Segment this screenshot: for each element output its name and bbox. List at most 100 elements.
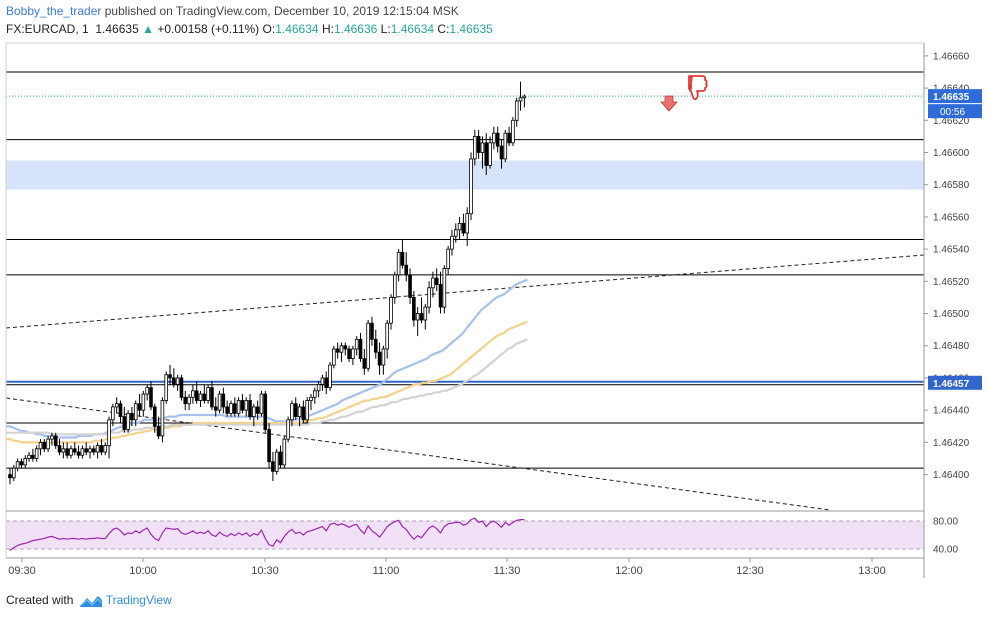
candle-body [271, 461, 275, 472]
candle-body [118, 403, 123, 418]
candle-body [72, 448, 77, 453]
candle-body [469, 158, 473, 215]
candle-body [503, 132, 508, 160]
candle-body [95, 445, 100, 453]
candle-body [84, 448, 89, 453]
candle-body [187, 396, 191, 405]
time-tick-label: 13:00 [858, 565, 886, 577]
candle-body [252, 406, 256, 417]
candle-body [312, 390, 317, 398]
symbol-label: FX:EURCAD, 1 [6, 22, 89, 36]
candle-body [221, 393, 226, 408]
candle-body [236, 400, 241, 414]
candle-body [61, 448, 66, 453]
rsi-tick-label: 40.00 [933, 545, 958, 556]
candle-body [50, 435, 54, 440]
time-tick-label: 11:30 [494, 565, 521, 577]
candle-body [457, 222, 462, 231]
candle-body [305, 400, 309, 421]
candle-body [126, 412, 130, 430]
candle-body [152, 406, 157, 427]
candle-body [23, 458, 28, 466]
candles-layer [8, 81, 527, 485]
ohlc-high: 1.46636 [333, 22, 378, 36]
candle-body [400, 251, 405, 266]
trendlines-layer [5, 254, 925, 511]
candle-body [122, 416, 127, 430]
candle-body [522, 95, 527, 99]
price-tick-label: 1.46560 [933, 212, 970, 223]
candle-body [354, 338, 359, 350]
candle-body [232, 403, 237, 414]
ohlc-open-label: O: [262, 22, 276, 36]
candle-body [141, 393, 146, 411]
candle-body [373, 338, 378, 353]
candle-body [53, 435, 58, 446]
candle-body [393, 274, 397, 298]
candle-body [423, 306, 428, 321]
ohlc-low: 1.46634 [390, 22, 435, 36]
price-tick-label: 1.46520 [933, 277, 970, 288]
descending-trendline [5, 397, 831, 511]
last-price-tag-bg [928, 89, 982, 104]
plot-frame [5, 42, 925, 559]
candle-body [278, 451, 283, 466]
candle-body [175, 377, 180, 385]
price-tick-label: 1.46640 [933, 84, 970, 95]
price-tick-label: 1.46600 [933, 148, 970, 159]
symbol-legend: FX:EURCAD, 1 1.46635 ▲ +0.00158 (+0.11%)… [6, 22, 493, 36]
candle-body [149, 387, 153, 408]
candle-body [514, 100, 519, 121]
candle-body [381, 348, 386, 366]
candle-body [316, 383, 321, 392]
candle-body [335, 348, 340, 353]
candle-body [12, 467, 16, 479]
candle-body [99, 445, 104, 453]
axes-layer: 1.46660 1.46640 1.46620 1.46600 1.46580 1.465… [5, 42, 982, 578]
candle-body [229, 403, 233, 414]
annotations-layer [660, 75, 708, 112]
candle-body [484, 142, 489, 166]
candle-body [450, 235, 454, 250]
candle-body [473, 135, 477, 160]
candle-body [286, 419, 290, 440]
thumbs-down-icon [688, 75, 708, 101]
candle-body [476, 135, 481, 153]
candle-body [419, 313, 424, 321]
ohlc-close: 1.46635 [449, 22, 493, 36]
candle-body [76, 451, 81, 456]
candle-body [191, 390, 195, 398]
candle-body [328, 364, 332, 389]
candle-body [507, 132, 511, 144]
candle-body [324, 377, 329, 389]
up-triangle-icon: ▲ [142, 22, 154, 36]
time-tick-label: 09:30 [8, 565, 36, 577]
author-name[interactable]: Bobby_the_trader [6, 4, 102, 18]
price-tick-label: 1.46480 [933, 341, 970, 352]
zone-layer [6, 160, 924, 190]
candle-body [480, 142, 485, 153]
candle-body [446, 248, 450, 269]
candle-body [194, 390, 199, 401]
candle-body [198, 393, 203, 401]
publish-line: Bobby_the_trader published on TradingVie… [6, 4, 459, 18]
candle-body [267, 429, 271, 463]
support-price-tag-bg [928, 375, 982, 390]
candle-body [297, 406, 302, 417]
candle-body [107, 419, 111, 446]
time-tick-label: 10:30 [251, 565, 279, 577]
candle-body [347, 348, 351, 360]
ohlc-low-label: L: [380, 22, 391, 36]
candle-body [160, 400, 165, 437]
levels-layer [6, 71, 924, 469]
rsi-pane [6, 517, 924, 551]
price-tick-label: 1.46400 [933, 470, 970, 481]
candle-body [427, 287, 431, 308]
price-tick-label: 1.46660 [933, 51, 970, 62]
candle-body [488, 142, 492, 166]
tradingview-link[interactable]: TradingView [105, 593, 172, 607]
countdown-tag: 00:56 [940, 107, 965, 118]
candle-body [259, 393, 264, 414]
candle-body [65, 448, 69, 456]
